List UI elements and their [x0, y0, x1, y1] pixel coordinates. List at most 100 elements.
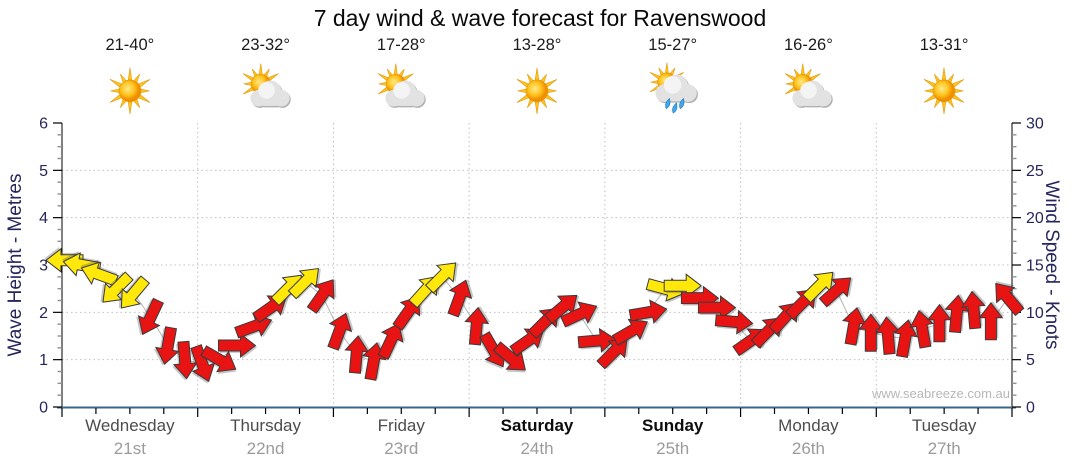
- wind-arrow: [875, 315, 901, 355]
- day-label: Wednesday 21st: [62, 416, 198, 459]
- wind-arrow: [714, 309, 755, 336]
- arrow-shape: [120, 275, 151, 309]
- day-date: 23rd: [384, 439, 419, 458]
- arrow-shape: [344, 335, 370, 374]
- day-name: Friday: [377, 416, 425, 435]
- wind-arrow: [377, 322, 406, 361]
- day-name: Tuesday: [911, 416, 977, 435]
- wind-arrow: [344, 334, 371, 374]
- wind-arrow: [287, 267, 321, 300]
- day-header: 23-32°: [198, 36, 334, 118]
- arrow-shape: [926, 303, 952, 343]
- wind-arrow: [995, 281, 1025, 317]
- sunny-icon: [923, 67, 965, 115]
- wind-arrow: [464, 306, 491, 346]
- wind-arrow: [136, 297, 164, 336]
- day-label: Friday 23rd: [333, 416, 469, 459]
- partly-cloudy-icon: [242, 63, 291, 108]
- day-date: 21st: [113, 439, 146, 458]
- wind-arrow: [189, 344, 216, 384]
- day-label: Tuesday 27th: [876, 416, 1012, 459]
- arrow-shape: [802, 271, 834, 304]
- wind-arrows: [44, 246, 1025, 384]
- left-axis-tick-label: 1: [39, 352, 48, 369]
- day-label: Sunday 25th: [605, 416, 741, 459]
- sunny-icon: [516, 67, 558, 115]
- day-header: 17-28°: [333, 36, 469, 118]
- day-label: Saturday 24th: [469, 416, 605, 459]
- chart-title: 7 day wind & wave forecast for Ravenswoo…: [313, 5, 767, 31]
- arrow-shape: [960, 290, 986, 330]
- arrow-shape: [875, 316, 901, 355]
- arrow-shape: [596, 338, 628, 370]
- day-name: Saturday: [500, 416, 574, 435]
- arrow-shape: [714, 309, 754, 335]
- wind-arrow: [560, 301, 599, 328]
- left-axis-tick-label: 0: [39, 400, 48, 417]
- wind-arrow: [200, 345, 237, 375]
- arrow-shape: [200, 345, 237, 373]
- arrow-shape: [447, 279, 473, 318]
- arrow-shape: [560, 301, 598, 328]
- right-axis-tick-label: 15: [1026, 258, 1044, 275]
- arrow-shape: [80, 261, 119, 287]
- day-date: 24th: [520, 439, 554, 458]
- temp-range: 15-27°: [648, 36, 698, 54]
- arrow-shape: [306, 279, 335, 314]
- day-name: Thursday: [230, 416, 301, 435]
- arrow-shape: [978, 301, 1004, 341]
- right-axis-tick-label: 30: [1026, 116, 1044, 133]
- arrow-shape: [392, 296, 421, 331]
- temp-range: 16-26°: [784, 36, 833, 54]
- partly-cloudy-icon: [378, 63, 426, 108]
- day-header: 13-31°: [876, 36, 1012, 118]
- wind-arrow: [447, 279, 474, 318]
- day-header: 21-40°: [62, 36, 198, 118]
- wind-arrow: [544, 294, 580, 325]
- arrow-shape: [424, 262, 457, 294]
- arrow-shape: [663, 273, 703, 299]
- day-header: 15-27°: [605, 36, 741, 118]
- day-date: 27th: [927, 439, 961, 458]
- arrow-shape: [611, 318, 648, 346]
- arrow-shape: [995, 282, 1025, 317]
- arrow-shape: [190, 344, 216, 383]
- arrow-shape: [154, 326, 180, 366]
- wind-arrow: [306, 279, 337, 314]
- day-label: Thursday 22nd: [198, 416, 334, 459]
- day-header: 13-28°: [469, 36, 605, 118]
- wind-arrow: [118, 275, 151, 309]
- wind-arrow: [858, 312, 885, 352]
- arrow-shape: [858, 313, 884, 352]
- wind-arrow: [841, 306, 868, 346]
- arrow-shape: [841, 306, 867, 346]
- right-axis-tick-label: 10: [1026, 305, 1044, 322]
- right-axis-tick-label: 20: [1026, 210, 1044, 227]
- right-axis-tick-label: 25: [1026, 163, 1044, 180]
- day-name: Wednesday: [85, 416, 175, 435]
- left-axis-tick-label: 5: [39, 163, 48, 180]
- day-label: Monday 26th: [741, 416, 877, 459]
- arrow-shape: [698, 295, 737, 321]
- arrow-shape: [172, 340, 198, 380]
- wind-arrow: [80, 259, 119, 287]
- arrow-shape: [377, 322, 404, 361]
- wind-arrow: [926, 303, 953, 343]
- right-axis-tick-label: 0: [1026, 400, 1035, 417]
- day-date: 22nd: [246, 439, 285, 458]
- right-axis-tick-label: 5: [1026, 352, 1035, 369]
- wind-arrow: [492, 341, 526, 373]
- arrow-shape: [628, 299, 668, 325]
- wind-arrow: [327, 312, 354, 351]
- wind-arrow: [802, 271, 836, 304]
- arrow-shape: [544, 294, 578, 325]
- wind-arrow: [611, 318, 650, 346]
- arrow-shape: [893, 319, 919, 359]
- temp-range: 21-40°: [105, 36, 155, 54]
- sunny-icon: [109, 67, 151, 115]
- wind-arrow: [978, 301, 1005, 341]
- arrow-shape: [137, 297, 164, 336]
- day-date: 26th: [791, 439, 825, 458]
